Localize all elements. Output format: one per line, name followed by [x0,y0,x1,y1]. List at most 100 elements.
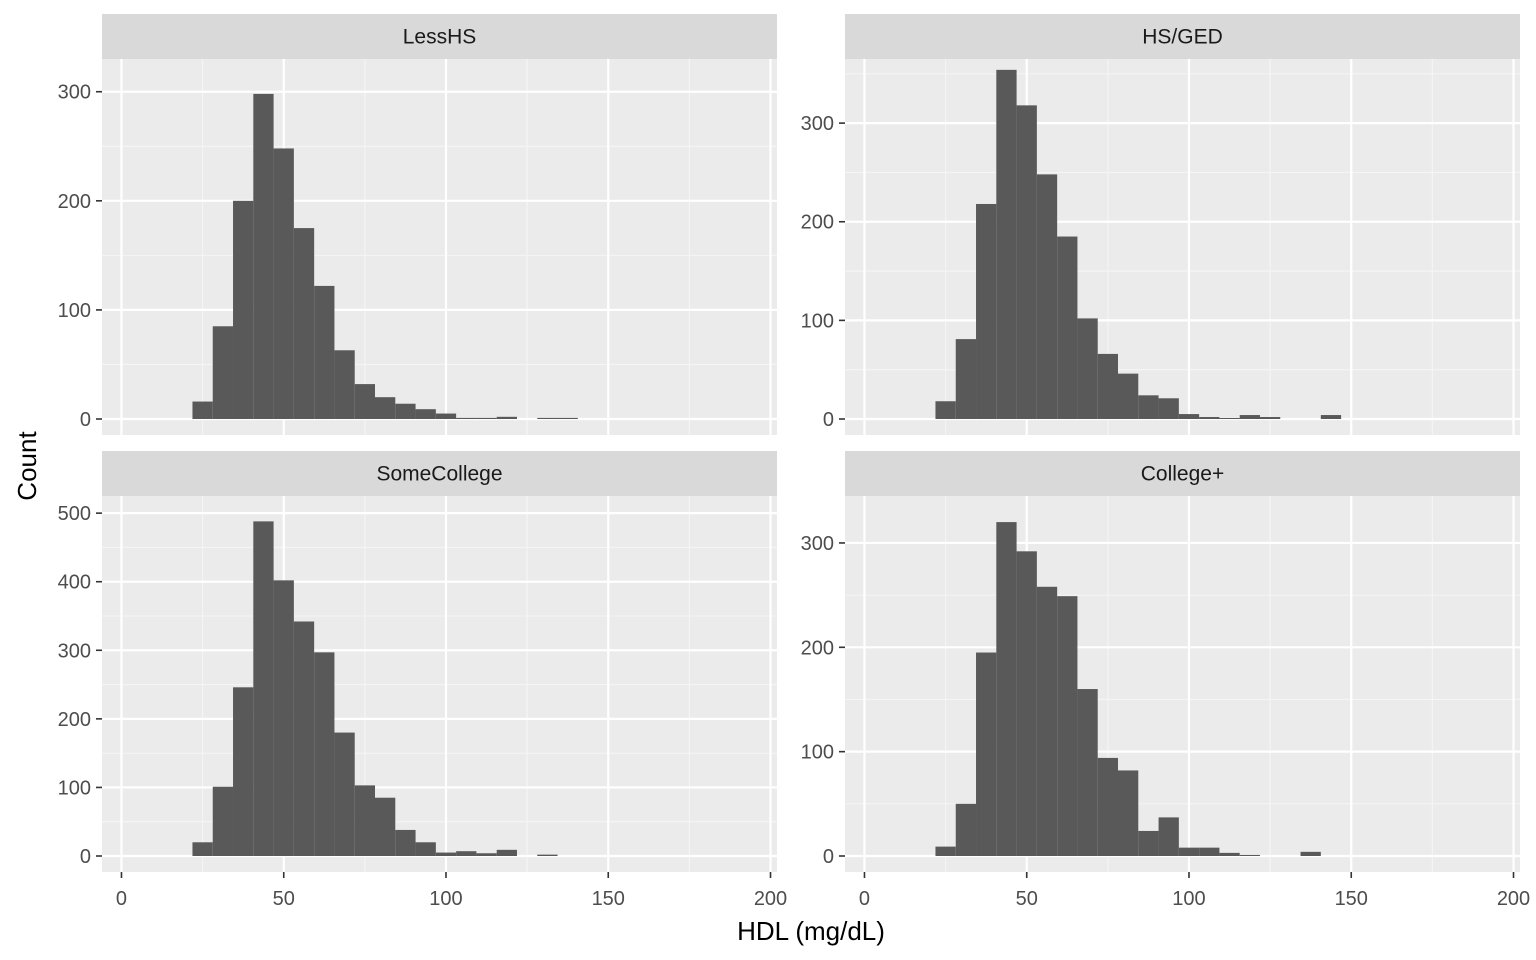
y-tick-label: 300 [801,113,834,135]
histogram-bar [293,621,315,856]
histogram-bar [557,417,578,419]
histogram-bar [976,203,997,419]
y-tick-label: 200 [58,709,91,731]
panel-background [845,59,1520,435]
histogram-bar [233,200,254,419]
x-tick-label: 100 [1172,888,1205,910]
y-tick-label: 0 [80,409,91,431]
y-tick-label: 0 [823,409,834,431]
histogram-bar [395,403,416,419]
x-tick-label: 50 [1016,888,1038,910]
histogram-bar [1259,417,1281,419]
histogram-bar [212,786,234,856]
histogram-bar [334,732,355,856]
histogram-bar [996,522,1017,856]
y-tick-label: 300 [801,533,834,555]
histogram-bar [375,397,396,419]
histogram-bar [1138,395,1159,419]
facet-panel: SomeCollege 0 100 200 300 400 500 0 50 100 150 200 [58,451,787,910]
histogram-bar [1219,852,1240,856]
histogram-bar [1199,847,1220,856]
x-tick-label: 150 [1335,888,1368,910]
histogram-bar [375,797,396,856]
histogram-bar [1178,414,1200,419]
facet-strip [102,451,777,496]
facet-strip-label: College+ [1141,463,1224,486]
y-tick-label: 100 [801,742,834,764]
y-tick-label: 400 [58,572,91,594]
histogram-bar [1016,551,1037,856]
histogram-bar [1178,847,1200,856]
x-tick-label: 200 [1497,888,1530,910]
x-tick-label: 100 [429,888,462,910]
facet-strip-label: HS/GED [1142,26,1223,49]
x-tick-label: 150 [592,888,625,910]
histogram-bar [435,852,457,856]
histogram-bar [415,409,436,419]
panel-background [102,59,777,435]
histogram-bar [293,228,315,419]
histogram-bar [1057,236,1078,419]
histogram-bar [1097,353,1119,419]
histogram-bar [1320,415,1342,419]
y-axis-title: Count [12,431,42,501]
histogram-bar [1077,318,1098,419]
y-tick-label: 200 [801,637,834,659]
histogram-bar [354,785,376,856]
x-tick-label: 200 [754,888,787,910]
histogram-bar [1300,851,1321,856]
facet-strip [102,14,777,59]
histogram-bar [1057,596,1078,856]
histogram-bar [1118,373,1139,419]
histogram-bar [314,285,335,419]
facet-panel: College+ 0 100 200 300 0 50 100 150 200 [801,451,1530,910]
histogram-bar [395,829,416,856]
facet-strip [845,14,1520,59]
histogram-bar [456,851,477,856]
histogram-bar [496,416,517,419]
histogram-bar [1219,418,1240,419]
histogram-bar [334,350,355,419]
y-tick-label: 300 [58,640,91,662]
x-tick-label: 0 [116,888,127,910]
x-tick-label: 0 [859,888,870,910]
y-tick-label: 100 [58,777,91,799]
histogram-bar [1016,105,1037,419]
histogram-bar [273,580,294,856]
histogram-bar [314,652,335,856]
histogram-bar [537,854,558,856]
panel-background [102,496,777,872]
histogram-bar [1158,817,1179,856]
panel-background [845,496,1520,872]
y-tick-label: 0 [823,846,834,868]
histogram-bar [935,401,956,419]
histogram-bar [476,853,497,856]
histogram-bar [1118,770,1139,856]
y-tick-label: 500 [58,503,91,525]
y-tick-label: 200 [801,212,834,234]
facet-panels: LessHS0100200300HS/GED0100200300SomeColl… [58,14,1530,910]
y-tick-label: 300 [58,82,91,104]
y-tick-label: 200 [58,191,91,213]
histogram-bar [955,339,977,419]
histogram-bar [192,401,213,419]
histogram-bar [456,417,477,419]
histogram-bar [1036,174,1058,419]
facet-strip-label: SomeCollege [376,463,502,486]
histogram-bar [435,413,457,419]
histogram-bar [955,803,977,856]
facet-panel: LessHS 0 100 200 300 [58,14,777,435]
y-tick-label: 100 [58,300,91,322]
histogram-bar [354,384,376,419]
histogram-bar [1239,854,1260,856]
facet-strip [845,451,1520,496]
histogram-bar [496,849,517,856]
histogram-bar [1036,586,1058,856]
y-tick-label: 100 [801,310,834,332]
facet-panel: HS/GED 0 100 200 300 [801,14,1520,435]
histogram-bar [996,69,1017,420]
histogram-bar [1077,689,1098,856]
x-axis-title: HDL (mg/dL) [737,916,885,946]
histogram-bar [935,846,956,856]
